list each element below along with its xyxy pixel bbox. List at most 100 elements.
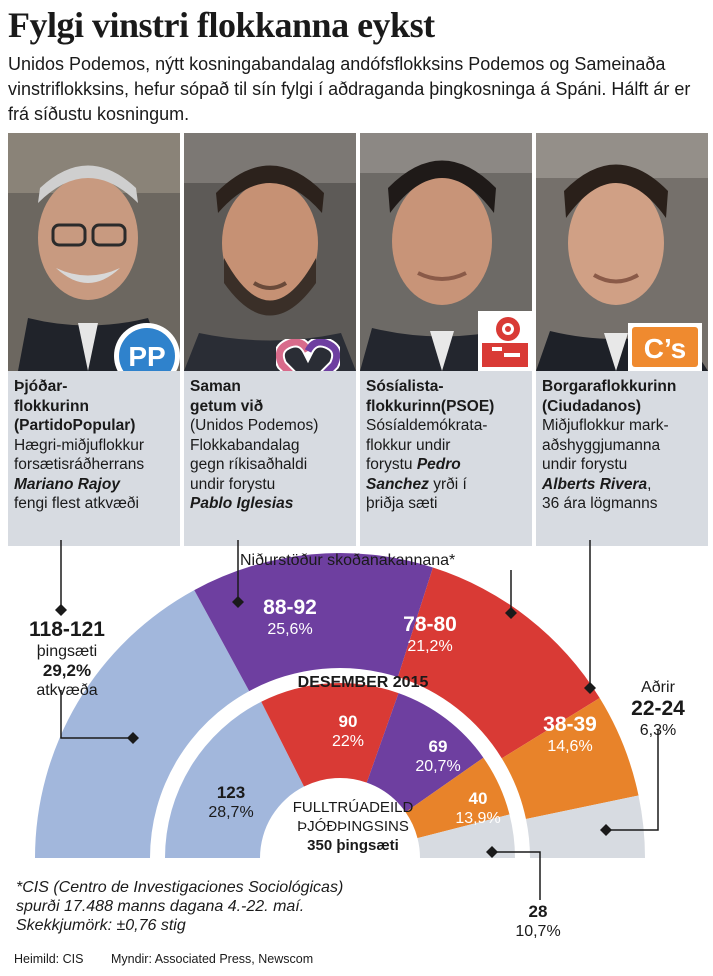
party-desc-line: fengi flest atkvæði [14, 495, 139, 512]
inner-ring [165, 683, 515, 858]
party-leader: Pedro [416, 456, 461, 473]
inner-label-podemos: 69 20,7% [403, 737, 473, 776]
party-name-podemos: Saman getum við [190, 377, 350, 416]
party-text-psoe: Sósíalista- flokkurinn(PSOE) Sósíaldemók… [360, 371, 532, 546]
party-panel-podemos: Saman getum við (Unidos Podemos) Flokkab… [184, 133, 356, 546]
party-text-podemos: Saman getum við (Unidos Podemos) Flokkab… [184, 371, 356, 546]
portrait-rivera [536, 133, 708, 371]
seat-chart-svg [35, 540, 659, 900]
leader-diamond [232, 596, 244, 608]
credit-photos: Myndir: Associated Press, Newscom [110, 952, 314, 966]
portrait-iglesias [184, 133, 356, 371]
leader-diamond [127, 732, 139, 744]
inner-seats-psoe: 90 [338, 712, 358, 731]
leader-diamond [584, 682, 596, 694]
outer-seats-podemos: 88-92 [263, 596, 317, 619]
party-desc-line: 36 ára lögmanns [542, 495, 658, 512]
inner-pct-pp: 28,7% [208, 804, 254, 821]
party-desc-pp: Hægri-miðjuflokkur forsætisráðherrans Ma… [14, 436, 174, 514]
inner-header: Desember 2015 [297, 674, 429, 691]
outer-unit2-pp: atkvæða [36, 682, 98, 699]
party-desc-line: Sósíaldemókrata- [366, 417, 488, 434]
party-name-line: Sósíalista- [366, 378, 444, 395]
party-desc-line: undir forystu [542, 456, 628, 473]
party-leader: Sanchez [366, 475, 429, 493]
heart-logo [273, 336, 343, 400]
outer-pct-cs: 14,6% [547, 738, 593, 755]
party-name-line: Þjóðar- [14, 378, 68, 395]
inner-segment-2 [366, 693, 484, 813]
subhead: Unidos Podemos, nýtt kosningabandalag an… [8, 54, 691, 124]
headline: Fylgi vinstri flokkanna eykst [8, 5, 435, 45]
inner-label-others: 28 10,7% [503, 902, 573, 941]
party-name-line: flokkurinn(PSOE) [366, 397, 495, 415]
seat-chart: Niðurstöður skoðanakannana* 118-121 þing… [0, 540, 713, 976]
party-desc-line: þriðja sæti [366, 495, 438, 512]
leader-lines [55, 540, 659, 900]
party-desc-line: aðshyggjumanna [542, 436, 661, 454]
party-desc-line: undir forystu [190, 475, 276, 493]
outer-pct-others: 6,3% [639, 722, 677, 739]
chamber-seats-total: 350 þingsæti [307, 837, 399, 854]
outer-label-pp: 118-121 þingsæti 29,2% atkvæða [8, 618, 126, 700]
party-name-line: Saman [190, 378, 241, 395]
outer-label-others: Aðrir 22-24 6,3% [618, 678, 698, 740]
outer-segment-1 [194, 553, 433, 692]
inner-pct-cs: 13,9% [455, 810, 501, 827]
leader-diamond [600, 824, 612, 836]
inner-seats-podemos: 69 [428, 737, 448, 756]
leader-line [492, 851, 541, 900]
rose-logo [478, 311, 532, 376]
chamber-label-line: FULLTRÚADEILD [292, 799, 414, 816]
party-name-pp: Þjóðar- flokkurinn (PartidoPopular) [14, 377, 174, 436]
outer-segment-0 [35, 590, 250, 858]
outer-ring [35, 553, 645, 858]
outer-label-cs: 38-39 14,6% [530, 713, 610, 756]
svg-text:PP: PP [128, 341, 165, 372]
outer-pct-pp: 29,2% [42, 661, 92, 680]
party-name-line: flokkurinn [14, 397, 89, 415]
party-name-line: Borgaraflokkurinn [542, 378, 677, 395]
party-name-line: getum við [190, 397, 264, 415]
party-desc-line: forsætisráðherrans [14, 456, 145, 473]
outer-seats-psoe: 78-80 [403, 613, 457, 636]
party-panels: PP Þjóðar- flokkurinn (PartidoPopular) H… [0, 133, 713, 546]
inner-label-pp: 123 28,7% [196, 783, 266, 822]
outer-pct-psoe: 21,2% [407, 638, 453, 655]
inner-segment-0 [165, 701, 305, 858]
party-desc-line: , [647, 475, 652, 493]
outer-seats-cs: 38-39 [543, 713, 597, 736]
party-desc-line: flokkur undir [366, 436, 451, 454]
outer-segment-4 [525, 795, 645, 858]
outer-segment-2 [397, 567, 600, 759]
party-photo-psoe [360, 133, 532, 371]
party-text-pp: Þjóðar- flokkurinn (PartidoPopular) Hægr… [8, 371, 180, 546]
inner-segment-1 [261, 683, 399, 787]
portrait-sanchez [360, 133, 532, 371]
outer-header: Niðurstöður skoðanakannana* [240, 552, 456, 569]
party-panel-psoe: Sósíalista- flokkurinn(PSOE) Sósíaldemók… [360, 133, 532, 546]
outer-label-psoe: 78-80 21,2% [390, 613, 470, 656]
inner-seats-pp: 123 [216, 783, 246, 802]
party-panel-cs: C’s Borgaraflokkurinn (Ciudadanos) Miðju… [536, 133, 708, 546]
leader-diamond [55, 604, 67, 616]
party-desc-line: Flokkabandalag [190, 436, 300, 454]
party-panel-pp: PP Þjóðar- flokkurinn (PartidoPopular) H… [8, 133, 180, 546]
chamber-label: FULLTRÚADEILD ÞJÓÐÞINGSINS 350 þingsæti [273, 798, 433, 855]
party-name-cs: Borgaraflokkurinn (Ciudadanos) [542, 377, 702, 416]
inner-pct-others: 10,7% [515, 923, 561, 940]
outer-unit-pp: þingsæti [36, 643, 98, 660]
leader-diamond [486, 846, 498, 858]
footnote-line: *CIS (Centro de Investigaciones Sociológ… [16, 879, 344, 896]
party-desc-psoe: Sósíaldemókrata- flokkur undir forystu P… [366, 416, 526, 514]
party-name-psoe: Sósíalista- flokkurinn(PSOE) [366, 377, 526, 416]
inner-seats-cs: 40 [468, 789, 488, 808]
leader-diamond [505, 607, 517, 619]
outer-label-podemos: 88-92 25,6% [250, 596, 330, 639]
party-name-line: (PartidoPopular) [14, 417, 136, 434]
cs-logo: C’s [628, 323, 702, 376]
outer-seats-pp: 118-121 [29, 618, 105, 641]
footnote-line: spurði 17.488 manns dagana 4.-22. maí. [16, 898, 305, 915]
party-name-line: (Ciudadanos) [542, 397, 642, 415]
inner-pct-psoe: 22% [331, 733, 365, 750]
